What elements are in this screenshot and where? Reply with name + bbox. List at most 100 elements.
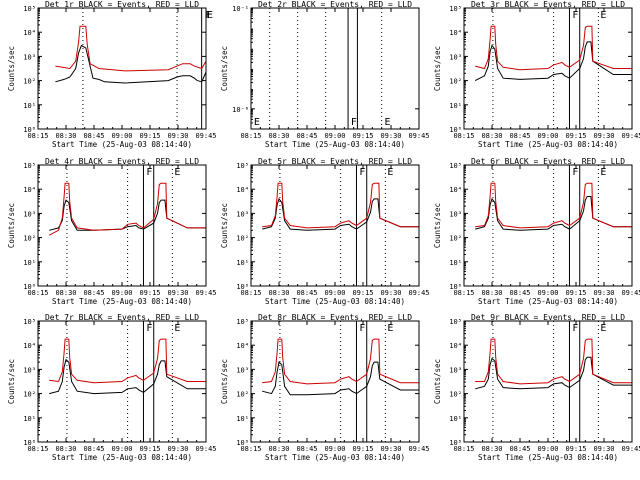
x-tick-label: 09:15 [565, 132, 586, 140]
y-tick-label: 10⁵ [236, 318, 249, 326]
x-tick-label: 09:45 [408, 132, 429, 140]
marker-label-e: E [600, 323, 606, 334]
y-tick-label: 10⁰ [236, 439, 249, 447]
x-tick-label: 08:45 [83, 289, 104, 297]
marker-label-e: E [385, 117, 391, 128]
y-tick-label: 10² [23, 235, 36, 243]
x-tick-label: 08:45 [296, 289, 317, 297]
plot-area [475, 321, 632, 442]
series-line-events [262, 199, 419, 230]
panel-det-3r: Det 3r BLACK = Events, RED = LLDF E08:15 0… [433, 0, 640, 149]
series-line-events [262, 362, 419, 395]
x-tick-label: 08:30 [55, 289, 76, 297]
x-tick-label: 09:45 [408, 445, 429, 453]
x-tick-label: 09:30 [380, 289, 401, 297]
y-tick-label: 10¹ [236, 415, 249, 423]
y-axis-label: Counts/sec [220, 359, 229, 404]
x-tick-label: 08:30 [55, 445, 76, 453]
y-tick-label: 10³ [449, 210, 462, 218]
y-tick-label: 10⁰ [449, 439, 462, 447]
y-axis-label: Counts/sec [7, 203, 16, 248]
x-tick-label: 08:30 [481, 289, 502, 297]
x-axis-label: Start Time (25-Aug-03 08:14:40) [265, 140, 405, 149]
y-tick-label: 10⁴ [23, 342, 36, 350]
y-tick-label: 10⁴ [449, 186, 462, 194]
y-tick-label: 10² [236, 391, 249, 399]
x-tick-label: 09:00 [537, 445, 558, 453]
y-tick-label: 10¹ [23, 259, 36, 267]
x-tick-label: 09:45 [195, 289, 216, 297]
x-tick-label: 09:15 [139, 445, 160, 453]
marker-label-e: E [174, 323, 180, 334]
x-tick-label: 09:15 [565, 289, 586, 297]
marker-label-e: E [207, 10, 213, 21]
y-tick-label: 10⁵ [23, 162, 36, 170]
marker-label-f: F [572, 10, 578, 21]
y-tick-label: 10¹ [449, 259, 462, 267]
x-tick-label: 09:30 [167, 445, 188, 453]
x-tick-label: 09:45 [408, 289, 429, 297]
x-tick-label: 09:30 [380, 132, 401, 140]
plot-frame [464, 165, 632, 286]
plot-frame [38, 165, 206, 286]
x-tick-label: 09:00 [324, 445, 345, 453]
y-tick-label: 10⁰ [236, 283, 249, 291]
plot-frame [251, 8, 419, 129]
y-tick-label: 10⁵ [23, 318, 36, 326]
x-tick-label: 09:45 [195, 445, 216, 453]
x-tick-label: 08:30 [55, 132, 76, 140]
y-tick-label: 10² [449, 235, 462, 243]
marker-label-f: F [572, 167, 578, 178]
y-tick-label: 10⁰ [23, 439, 36, 447]
plot-frame [251, 165, 419, 286]
x-axis-label: Start Time (25-Aug-03 08:14:40) [478, 297, 618, 306]
y-tick-label: 10² [449, 391, 462, 399]
x-tick-label: 09:00 [324, 132, 345, 140]
series-line-lld [55, 26, 206, 71]
x-tick-label: 08:30 [268, 132, 289, 140]
y-tick-label: 10³ [23, 366, 36, 374]
x-tick-label: 09:00 [537, 289, 558, 297]
x-tick-label: 09:15 [139, 132, 160, 140]
x-tick-label: 09:45 [621, 445, 640, 453]
plot-area [55, 8, 206, 129]
marker-label-f: F [359, 323, 365, 334]
series-line-events [475, 42, 632, 81]
y-axis-label: Counts/sec [7, 46, 16, 91]
x-tick-label: 09:30 [380, 445, 401, 453]
y-tick-label: 10⁰ [449, 283, 462, 291]
x-tick-label: 08:30 [481, 445, 502, 453]
y-tick-label: 10⁰ [23, 126, 36, 134]
y-tick-label: 10⁻⁶ [232, 106, 249, 114]
marker-label-e: E [600, 10, 606, 21]
marker-label-e: E [254, 117, 260, 128]
x-axis-label: Start Time (25-Aug-03 08:14:40) [52, 140, 192, 149]
x-tick-label: 08:45 [83, 132, 104, 140]
x-tick-label: 09:00 [111, 289, 132, 297]
y-axis-label: Counts/sec [433, 46, 442, 91]
y-tick-label: 10³ [449, 53, 462, 61]
x-tick-label: 09:00 [537, 132, 558, 140]
y-axis-label: Counts/sec [7, 359, 16, 404]
x-tick-label: 08:30 [268, 445, 289, 453]
x-tick-label: 08:45 [509, 445, 530, 453]
x-tick-label: 09:15 [352, 132, 373, 140]
y-tick-label: 10⁵ [449, 318, 462, 326]
plot-area [475, 8, 632, 129]
marker-label-e: E [174, 167, 180, 178]
marker-label-f: F [146, 167, 152, 178]
marker-label-f: F [351, 117, 357, 128]
y-tick-label: 10⁴ [449, 29, 462, 37]
y-tick-label: 10¹ [236, 259, 249, 267]
y-tick-label: 10² [236, 235, 249, 243]
x-tick-label: 08:45 [509, 289, 530, 297]
x-tick-label: 09:15 [565, 445, 586, 453]
plot-area [262, 321, 419, 442]
y-tick-label: 10⁰ [449, 126, 462, 134]
x-tick-label: 08:30 [268, 289, 289, 297]
y-axis-label: Counts/sec [433, 203, 442, 248]
plot-area [262, 165, 419, 286]
